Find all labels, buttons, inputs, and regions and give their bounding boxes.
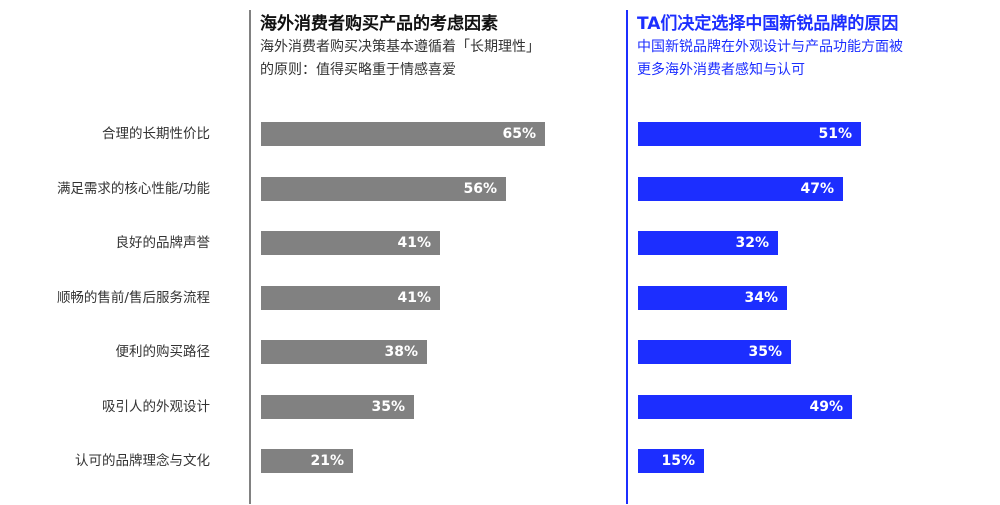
left-bar: 41% (261, 231, 440, 255)
right-bar-value-label: 32% (735, 235, 769, 251)
left-bar-value-label: 41% (397, 289, 431, 306)
category-label: 良好的品牌声誉 (115, 235, 211, 251)
left-panel-subtitle-line-1: 海外消费者购买决策基本遵循着「长期理性」 (260, 39, 540, 55)
category-label: 合理的长期性价比 (102, 126, 210, 142)
right-bar-value-label: 51% (818, 126, 852, 142)
left-bar-value-label: 41% (397, 235, 431, 251)
right-panel-rule (626, 10, 628, 504)
category-label: 满足需求的核心性能/功能 (56, 180, 210, 197)
left-bar-value-label: 56% (463, 180, 497, 197)
left-bar: 56% (261, 176, 506, 201)
right-bar: 15% (638, 449, 704, 473)
right-bar-value-label: 15% (661, 453, 695, 469)
right-bar: 49% (638, 394, 852, 419)
right-bar-value-label: 47% (800, 180, 834, 197)
category-label: 认可的品牌理念与文化 (75, 453, 210, 469)
left-bar-value-label: 38% (384, 344, 418, 360)
left-bar: 65% (261, 122, 545, 146)
right-bar: 47% (638, 176, 843, 201)
left-panel-rule (249, 10, 251, 504)
category-label: 便利的购买路径 (115, 344, 211, 360)
left-bar: 38% (261, 340, 427, 364)
right-bar-value-label: 34% (744, 289, 778, 306)
left-bar: 41% (261, 285, 440, 310)
left-panel-title: 海外消费者购买产品的考虑因素 (260, 14, 498, 34)
category-label: 吸引人的外观设计 (102, 398, 210, 415)
left-bar: 35% (261, 394, 414, 419)
right-bar: 51% (638, 122, 861, 146)
category-label: 顺畅的售前/售后服务流程 (56, 289, 210, 306)
right-bar: 34% (638, 285, 787, 310)
right-bar: 32% (638, 231, 778, 255)
left-bar-value-label: 21% (310, 453, 344, 469)
right-bar-value-label: 35% (748, 344, 782, 360)
right-panel-subtitle-line-1: 中国新锐品牌在外观设计与产品功能方面被 (637, 39, 903, 55)
left-bar-value-label: 35% (371, 398, 405, 415)
right-panel-subtitle-line-2: 更多海外消费者感知与认可 (637, 62, 805, 78)
right-bar-value-label: 49% (809, 398, 843, 415)
left-panel-subtitle-line-2: 的原则：值得买略重于情感喜爱 (260, 62, 456, 78)
right-bar: 35% (638, 340, 791, 364)
right-panel-title: TA们决定选择中国新锐品牌的原因 (637, 14, 899, 34)
left-bar: 21% (261, 449, 353, 473)
left-bar-value-label: 65% (502, 126, 536, 142)
